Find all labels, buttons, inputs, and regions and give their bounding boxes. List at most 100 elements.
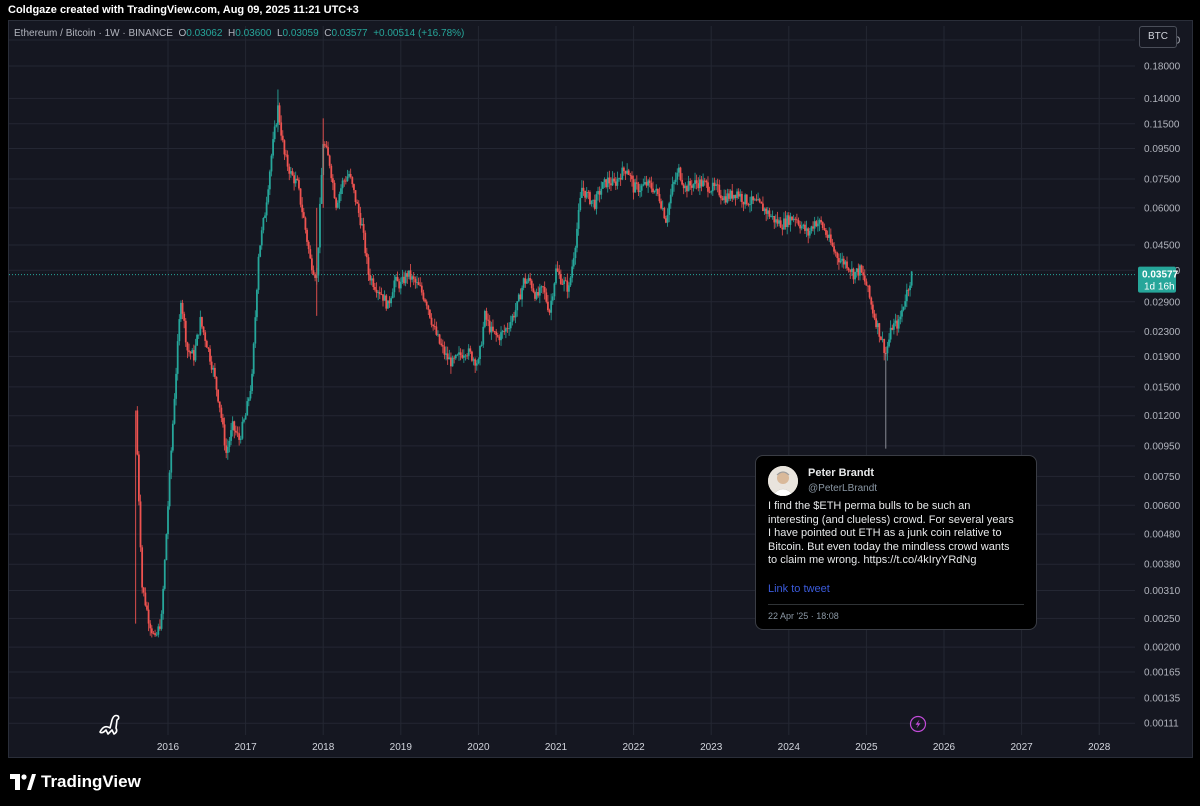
- chart-area[interactable]: [8, 20, 1193, 758]
- price-badge: 0.03577 1d 16h: [1138, 266, 1179, 293]
- candle: [513, 312, 515, 321]
- candle: [804, 221, 806, 234]
- candle: [288, 163, 291, 181]
- candle: [383, 290, 386, 301]
- price-badge-value: 0.03577: [1142, 270, 1179, 281]
- candle: [734, 194, 737, 206]
- y-tick-label: 0.04500: [1144, 241, 1181, 252]
- candle: [550, 293, 553, 321]
- candle: [783, 212, 785, 231]
- avatar[interactable]: [768, 466, 798, 496]
- tweet-author-handle[interactable]: @PeterLBrandt: [808, 483, 878, 494]
- candle: [555, 264, 557, 285]
- candle: [584, 190, 586, 203]
- candle: [624, 170, 627, 181]
- candle: [768, 207, 771, 220]
- candle: [737, 188, 740, 199]
- candle: [435, 321, 438, 336]
- candle: [374, 282, 376, 292]
- candle: [450, 352, 452, 374]
- candle: [682, 182, 685, 195]
- candle: [907, 288, 910, 297]
- candle: [207, 346, 210, 352]
- x-tick-label: 2027: [1010, 742, 1033, 753]
- candle: [850, 261, 853, 277]
- candle: [475, 360, 478, 371]
- candle: [779, 216, 782, 228]
- candle: [427, 304, 430, 316]
- candle: [655, 184, 658, 197]
- candle: [629, 172, 632, 182]
- candle: [365, 247, 368, 264]
- candle: [490, 321, 493, 340]
- candle: [876, 320, 879, 335]
- candle: [471, 350, 473, 363]
- candle: [260, 226, 263, 250]
- candle: [731, 183, 734, 202]
- candle: [834, 249, 837, 257]
- candle: [147, 602, 150, 632]
- candle: [561, 278, 564, 285]
- lightning-icon[interactable]: [909, 715, 927, 733]
- candle: [741, 191, 743, 208]
- candle: [152, 631, 155, 635]
- high-value: 0.03600: [235, 28, 272, 39]
- candle: [855, 267, 858, 278]
- y-tick-label: 0.00950: [1144, 441, 1181, 452]
- tweet-card[interactable]: Peter Brandt @PeterLBrandt I find the $E…: [755, 455, 1037, 630]
- candle: [155, 632, 158, 637]
- candle: [842, 255, 845, 269]
- candle: [679, 166, 682, 182]
- candle: [673, 180, 675, 192]
- candle: [139, 494, 142, 552]
- candle: [178, 314, 181, 346]
- candle: [540, 285, 543, 294]
- candle: [314, 272, 317, 282]
- candle: [857, 263, 860, 281]
- candle: [458, 346, 460, 361]
- candle: [393, 274, 396, 298]
- candle: [697, 177, 700, 192]
- candle: [464, 353, 467, 361]
- candle: [445, 346, 447, 361]
- candle: [437, 330, 439, 337]
- candle: [378, 286, 381, 300]
- candle: [671, 176, 674, 197]
- y-tick-label: 0.01900: [1144, 352, 1181, 363]
- candle: [582, 180, 585, 196]
- candle: [307, 240, 310, 254]
- candle: [889, 320, 892, 343]
- candle: [188, 343, 190, 357]
- tweet-author-name[interactable]: Peter Brandt: [808, 467, 875, 479]
- candle: [805, 220, 808, 238]
- y-tick-label: 0.00250: [1144, 614, 1181, 625]
- candle: [181, 299, 184, 320]
- candle: [406, 270, 409, 284]
- candle: [757, 192, 759, 201]
- y-tick-label: 0.11500: [1144, 119, 1180, 130]
- candle: [238, 426, 241, 446]
- candle: [299, 188, 302, 208]
- candle: [479, 345, 481, 366]
- candle: [723, 189, 726, 204]
- candle: [566, 273, 569, 299]
- currency-button[interactable]: BTC: [1139, 26, 1177, 48]
- candle: [217, 389, 220, 404]
- candle: [362, 217, 365, 240]
- candle: [648, 177, 651, 188]
- candle: [304, 216, 307, 234]
- candle: [251, 369, 253, 395]
- candle: [504, 326, 507, 339]
- candle: [367, 254, 370, 281]
- candle: [430, 313, 433, 328]
- candle: [454, 354, 457, 360]
- candle: [398, 278, 401, 293]
- candle: [846, 256, 848, 271]
- candle: [760, 201, 763, 204]
- candle: [715, 180, 717, 191]
- candle: [369, 268, 371, 285]
- candle: [650, 176, 653, 193]
- x-tick-label: 2021: [545, 742, 568, 753]
- tweet-link[interactable]: Link to tweet: [768, 583, 830, 595]
